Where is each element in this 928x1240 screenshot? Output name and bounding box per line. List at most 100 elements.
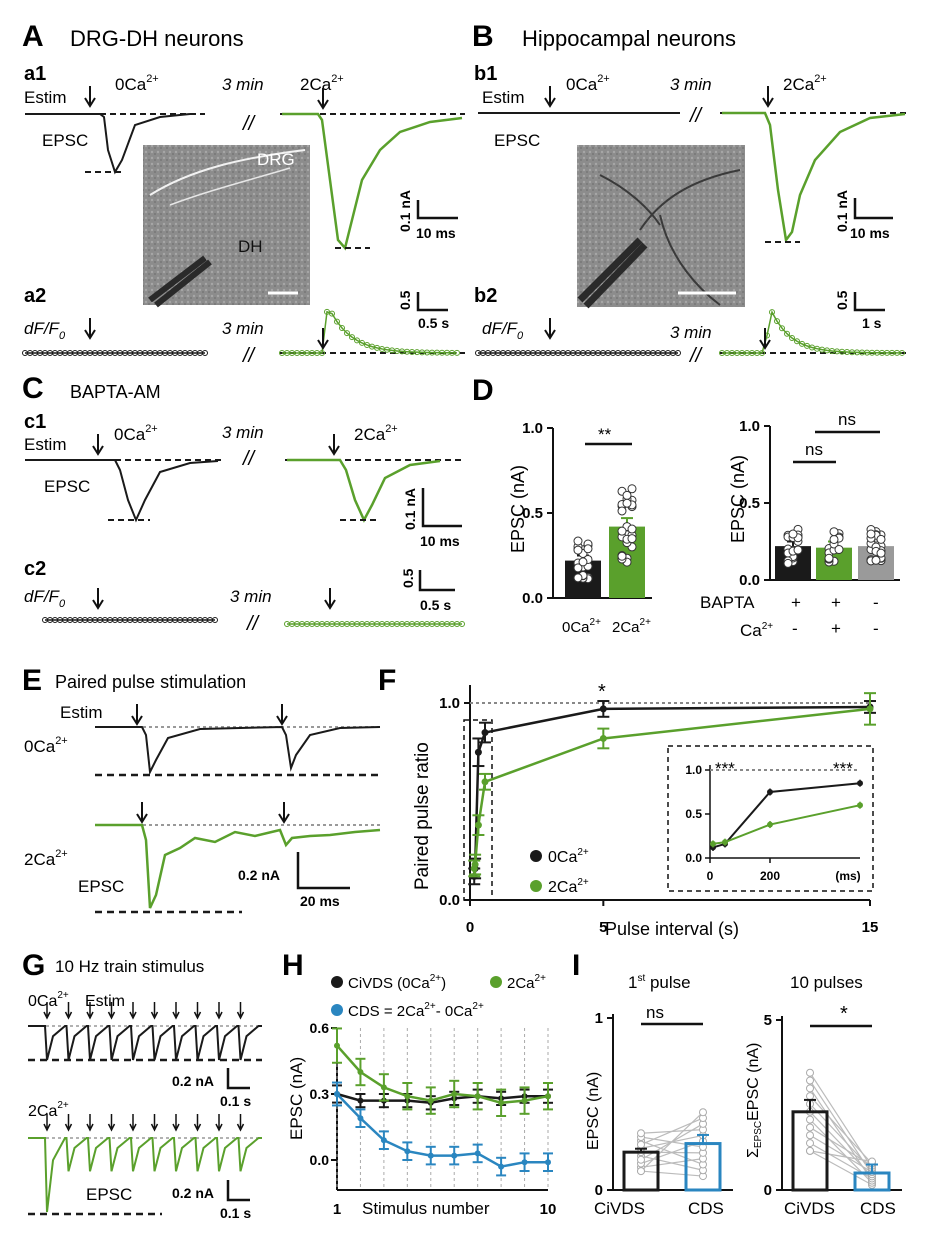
svg-text:b2: b2 [474, 285, 497, 307]
svg-text:EPSC: EPSC [78, 877, 124, 896]
paired-line [640, 1117, 704, 1146]
svg-text:CiVDS: CiVDS [784, 1199, 835, 1218]
stim-arrow-icon [324, 588, 336, 610]
y-tick-label: 5 [764, 1012, 772, 1029]
data-point [710, 840, 716, 847]
stim-arrow-icon [136, 802, 148, 824]
data-point [627, 534, 637, 544]
stim-arrow-icon [43, 1114, 51, 1132]
stim-arrow-icon [131, 704, 143, 726]
data-point [617, 551, 627, 561]
svg-text:-: - [792, 619, 798, 638]
trace-point [349, 334, 355, 341]
trace-line [722, 310, 903, 354]
svg-text:0Ca2+: 0Ca2+ [114, 423, 158, 444]
train-trace-0ca [28, 1002, 262, 1061]
data-point [573, 545, 583, 555]
svg-text:EPSC: EPSC [86, 1185, 132, 1204]
svg-text:0.1 s: 0.1 s [220, 1205, 251, 1221]
y-tick-label: 0.0 [522, 590, 543, 607]
y-tick-label: 1 [595, 1010, 603, 1027]
svg-text:0.5 s: 0.5 s [418, 315, 449, 331]
x-axis-label: Stimulus number [362, 1199, 490, 1218]
trace-point [212, 617, 218, 623]
panel-b: B Hippocampal neurons b1 Estim 0Ca2+ 3 m… [472, 20, 910, 367]
stim-arrow-icon [86, 1002, 94, 1020]
data-point [573, 536, 583, 546]
svg-text:B: B [472, 20, 494, 53]
data-point [637, 1155, 645, 1164]
svg-text:0.5: 0.5 [400, 568, 416, 588]
svg-text:-: - [873, 619, 879, 638]
data-point [637, 1129, 645, 1138]
panel-a: A DRG-DH neurons a1 Estim 0Ca2+ 3 min //… [22, 20, 465, 367]
svg-text:c1: c1 [24, 411, 46, 433]
stim-arrow-icon [328, 434, 340, 456]
x-tick-label: 15 [862, 919, 879, 936]
data-point [793, 545, 803, 555]
svg-text:2Ca2+: 2Ca2+ [300, 73, 344, 94]
scale-bar [416, 292, 448, 312]
svg-text:10 ms: 10 ms [850, 225, 890, 241]
data-point [481, 729, 489, 737]
svg-text:0.2 nA: 0.2 nA [172, 1185, 214, 1201]
panel-g: G 10 Hz train stimulus 0Ca2+ Estim 0.2 n… [22, 949, 262, 1221]
break-mark: // [241, 113, 257, 135]
data-point [834, 544, 844, 554]
series-line [336, 1044, 549, 1105]
svg-text:0.1 nA: 0.1 nA [834, 190, 850, 232]
trace-point [324, 308, 330, 315]
y-axis-label: EPSC (nA) [287, 1057, 306, 1140]
data-point [806, 1123, 814, 1132]
svg-text:1 s: 1 s [862, 315, 882, 331]
data-point [573, 573, 583, 583]
stim-arrow-icon [172, 1114, 180, 1132]
paired-pulse-trace-0ca [95, 725, 381, 776]
gap-time-label: 3 min [222, 75, 264, 94]
y-tick-label: 0.5 [685, 807, 702, 821]
svg-text:2Ca2+: 2Ca2+ [612, 617, 651, 636]
svg-text:20 ms: 20 ms [300, 893, 340, 909]
stim-arrow-icon [43, 1002, 51, 1020]
epsc-trace-2ca [722, 111, 906, 244]
trace-point [784, 330, 790, 337]
trace-point [794, 338, 800, 345]
stim-arrow-icon [276, 704, 288, 726]
trace-point [789, 334, 795, 341]
svg-text:2Ca2+: 2Ca2+ [507, 973, 546, 992]
svg-text:0Ca2+: 0Ca2+ [24, 735, 68, 756]
data-point [783, 558, 793, 568]
paired-line [640, 1111, 704, 1172]
trace-point [454, 349, 460, 356]
stim-arrow-icon [64, 1002, 73, 1020]
data-point [857, 802, 863, 809]
trace-point [799, 340, 805, 347]
x-tick-label: 1 [333, 1201, 341, 1218]
stim-arrow-icon [92, 588, 104, 610]
svg-text:3 min: 3 min [670, 323, 712, 342]
legend-marker-2ca [530, 880, 542, 892]
svg-text:a2: a2 [24, 285, 46, 307]
stim-arrow-icon [544, 86, 556, 108]
svg-text:dF/F0: dF/F0 [24, 319, 66, 342]
svg-text://: // [241, 345, 257, 367]
data-point [806, 1139, 814, 1148]
svg-text:Estim: Estim [85, 993, 125, 1010]
data-point [788, 529, 798, 539]
svg-text:dF/F0: dF/F0 [482, 319, 524, 342]
stim-arrow-icon [84, 86, 96, 108]
data-point [806, 1115, 814, 1124]
paired-line [640, 1158, 704, 1168]
trace-point [899, 349, 905, 356]
svg-text://: // [241, 448, 257, 470]
svg-text://: // [688, 345, 704, 367]
svg-text:2Ca2+: 2Ca2+ [24, 848, 68, 869]
paired-line [809, 1134, 873, 1173]
svg-text:C: C [22, 372, 44, 405]
stim-arrow-icon [278, 802, 290, 824]
panel-i: I 1st pulse 10 pulses 0 1 0 5 ns * EPSC (nA… [572, 949, 902, 1218]
svg-text:0.1 nA: 0.1 nA [402, 488, 418, 530]
paired-line [809, 1150, 873, 1186]
chart-f: 0.0 1.0 0 5 15 0.0 0.5 1.0 0 200 (ms) [439, 685, 878, 936]
trace-point [354, 337, 360, 344]
